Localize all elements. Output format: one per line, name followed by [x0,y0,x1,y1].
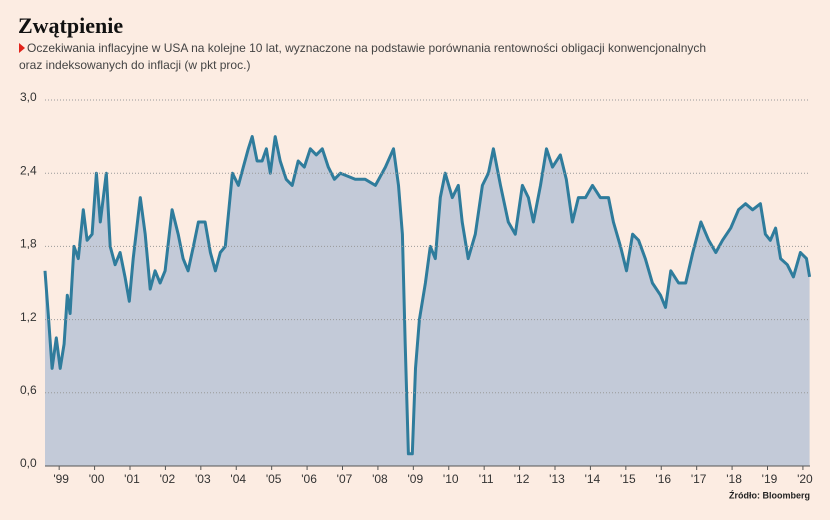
subtitle: oraz indeksowanych do inflacji (w pkt pr… [19,58,250,72]
y-tick-label: 0,0 [20,456,37,470]
x-tick-label: '13 [549,472,565,486]
y-tick-label: 1,8 [20,237,37,251]
x-tick-label: '06 [301,472,317,486]
x-tick-label: '12 [514,472,530,486]
x-tick-label: '99 [53,472,69,486]
line [43,135,812,456]
y-tick-label: 1,2 [20,310,37,324]
x-tick-label: '09 [408,472,424,486]
x-tick-label: '16 [655,472,671,486]
area [45,136,810,466]
marker [19,43,25,53]
x-tick-label: '08 [372,472,388,486]
y-tick-label: 0,6 [20,383,37,397]
chart-title: Zwątpienie [18,13,123,38]
y-tick-label: 3,0 [20,90,37,104]
source: Źródło: Bloomberg [729,490,810,500]
x-tick-label: '01 [124,472,140,486]
x-tick-label: '04 [230,472,246,486]
y-tick-label: 2,4 [20,163,37,177]
x-tick-label: '00 [89,472,105,486]
x-tick-label: '05 [266,472,282,486]
x-tick-label: '15 [620,472,636,486]
subtitle: Oczekiwania inflacyjne w USA na kolejne … [27,41,706,55]
x-tick-label: '20 [797,472,813,486]
x-tick-label: '03 [195,472,211,486]
x-tick-label: '11 [479,472,494,486]
x-tick-label: '19 [762,472,778,486]
x-tick-label: '14 [585,472,601,486]
x-tick-label: '18 [726,472,742,486]
x-tick-label: '02 [160,472,176,486]
x-tick-label: '10 [443,472,459,486]
x-tick-label: '07 [337,472,353,486]
x-tick-label: '17 [691,472,707,486]
